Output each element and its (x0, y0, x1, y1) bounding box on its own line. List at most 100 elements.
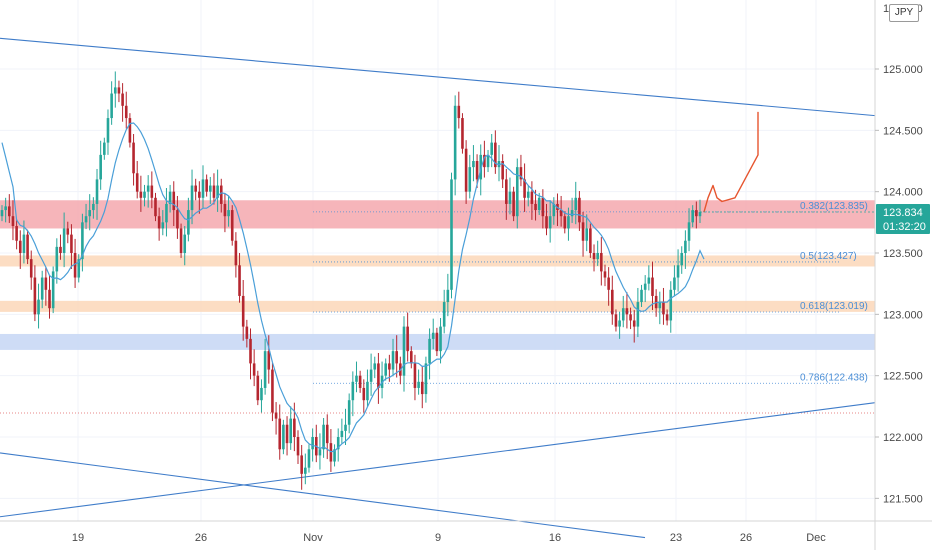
candle (559, 195, 563, 227)
candle (377, 352, 380, 404)
currency-badge[interactable]: JPY (889, 4, 919, 22)
projection-line[interactable] (703, 111, 759, 213)
price-axis[interactable]: 125.000 124.500 124.000 123.500 123.000 122.5… (875, 3, 923, 505)
candle (11, 200, 15, 241)
lower-channel-trendline[interactable] (0, 452, 646, 539)
candle (548, 200, 552, 243)
candle (44, 267, 48, 306)
fib-0.5-zone[interactable] (0, 255, 875, 267)
candle (391, 338, 395, 377)
candle (501, 154, 504, 188)
candle (51, 266, 55, 314)
candle (135, 161, 139, 199)
time-tick-label: 19 (72, 532, 84, 544)
candle (523, 163, 526, 212)
candle (132, 134, 135, 186)
candle (209, 176, 212, 204)
candle (508, 177, 512, 215)
candle (307, 444, 311, 473)
candle (103, 137, 106, 160)
candle (585, 214, 589, 252)
candle (618, 311, 621, 339)
candle (263, 338, 267, 395)
candle (574, 181, 578, 225)
candle (428, 328, 431, 380)
candle (442, 289, 446, 334)
candle (300, 444, 303, 490)
candle (698, 199, 702, 223)
candles (0, 71, 702, 490)
candle (121, 83, 124, 122)
candle (59, 234, 62, 260)
candle (614, 309, 618, 332)
candle (596, 240, 599, 266)
candle (621, 295, 625, 328)
upper-resistance-trendline[interactable] (0, 37, 876, 117)
candle (687, 208, 691, 252)
candle (417, 369, 420, 395)
candle (161, 210, 165, 236)
candle (285, 416, 289, 456)
candle (676, 249, 680, 292)
candle (143, 184, 146, 207)
candle (92, 197, 95, 219)
candle (691, 205, 694, 228)
candle (515, 158, 519, 229)
rising-support-trendline[interactable] (0, 402, 876, 518)
candle (340, 418, 344, 444)
candle (680, 246, 684, 274)
trendlines[interactable] (0, 37, 876, 539)
candle (450, 172, 453, 299)
candle (406, 312, 409, 362)
last-price-label-bg (876, 204, 930, 235)
candle (212, 173, 216, 205)
candle (55, 238, 59, 284)
candle (490, 134, 493, 168)
candle (183, 226, 187, 266)
candle (124, 91, 128, 129)
candle (461, 113, 464, 154)
candle (194, 178, 197, 201)
candle (29, 250, 33, 290)
candle (18, 230, 22, 269)
candle (329, 429, 333, 472)
candle (625, 292, 629, 329)
candle (431, 318, 435, 350)
candle (570, 197, 574, 223)
time-axis[interactable]: 19 26 Nov 9 16 23 26 Dec (72, 532, 826, 544)
candle (610, 275, 614, 325)
candle (154, 192, 157, 222)
candle (256, 370, 260, 406)
candle (157, 207, 161, 241)
candle (446, 273, 450, 317)
resistance-zone[interactable] (0, 200, 875, 229)
candle (435, 327, 439, 357)
candle (457, 91, 461, 129)
price-projection[interactable] (703, 111, 759, 213)
price-tick-label: 121.500 (883, 493, 923, 505)
time-tick-label: Dec (806, 532, 826, 544)
fib-level-label: 0.786(122.438) (800, 372, 868, 383)
fib-0.618-zone[interactable] (0, 300, 875, 312)
candle (665, 309, 669, 326)
candle (439, 318, 442, 364)
candle (636, 287, 640, 338)
candle (26, 229, 29, 265)
candle (62, 212, 66, 268)
fib-level-label: 0.382(123.835) (800, 201, 868, 212)
candle (347, 393, 351, 434)
candle (567, 207, 570, 241)
candle (362, 379, 366, 413)
moving-average-line (1, 122, 705, 453)
candle (289, 406, 293, 450)
candle (581, 211, 585, 257)
candle (325, 414, 329, 460)
candle (139, 175, 143, 212)
price-tick-label: 122.000 (883, 432, 923, 444)
candle (37, 283, 40, 329)
candle (541, 189, 545, 229)
candle (420, 365, 424, 409)
candle (70, 224, 73, 269)
candle (607, 267, 610, 306)
